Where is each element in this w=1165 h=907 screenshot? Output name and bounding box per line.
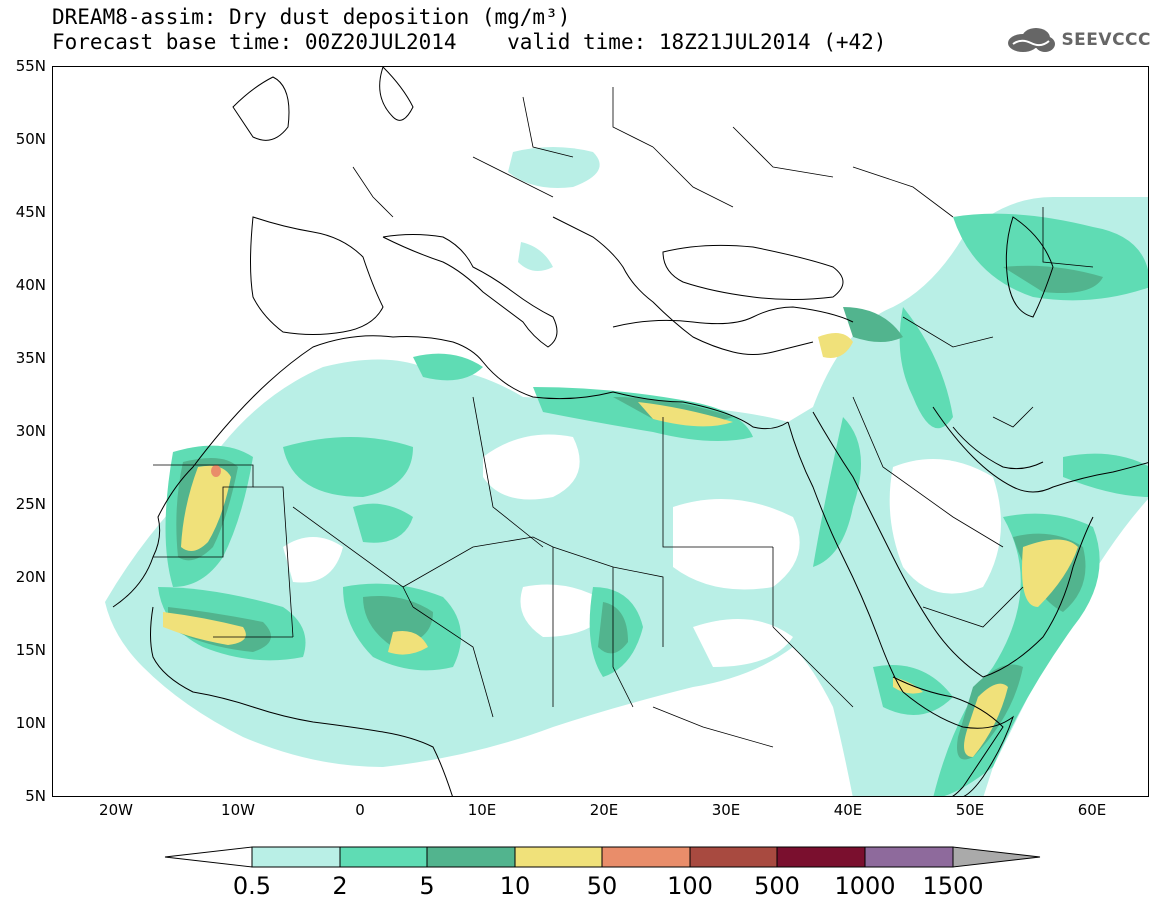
lon-label-40e: 40E — [833, 801, 863, 819]
colorbar — [164, 846, 1041, 868]
lat-label-20n: 20N — [15, 568, 46, 586]
colorbar-label-2: 2 — [332, 872, 348, 900]
lat-label-45n: 45N — [15, 203, 46, 221]
lon-label-20e: 20E — [589, 801, 619, 819]
colorbar-over-arrow — [952, 846, 1041, 868]
field-level-10 — [163, 333, 1078, 757]
lat-label-40n: 40N — [15, 276, 46, 294]
coastlines — [112, 67, 1148, 796]
cloud-icon — [1008, 28, 1056, 52]
colorbar-bin-500 — [776, 846, 866, 868]
lon-label-50e: 50E — [955, 801, 985, 819]
colorbar-bin-10 — [514, 846, 603, 868]
map-frame — [52, 66, 1149, 797]
lon-label-20w: 20W — [99, 801, 133, 819]
lat-label-50n: 50N — [15, 130, 46, 148]
colorbar-bin-5 — [426, 846, 516, 868]
lon-label-0: 0 — [355, 801, 365, 819]
lon-label-10e: 10E — [467, 801, 497, 819]
colorbar-bin-0.5 — [251, 846, 341, 868]
lat-label-30n: 30N — [15, 422, 46, 440]
lat-label-25n: 25N — [15, 495, 46, 513]
seevccc-logo: SEEVCCC — [1005, 24, 1151, 56]
colorbar-label-5: 5 — [419, 872, 435, 900]
field-gaps — [283, 434, 1001, 667]
colorbar-label-10: 10 — [499, 872, 531, 900]
borders — [153, 87, 1094, 748]
logo-text: SEEVCCC — [1061, 30, 1151, 50]
lon-label-10w: 10W — [221, 801, 255, 819]
colorbar-label-100: 100 — [667, 872, 713, 900]
colorbar-label-50: 50 — [586, 872, 618, 900]
colorbar-label-0.5: 0.5 — [232, 872, 272, 900]
lat-label-35n: 35N — [15, 349, 46, 367]
colorbar-bin-50 — [601, 846, 691, 868]
lon-label-30e: 30E — [711, 801, 741, 819]
chart-title: DREAM8-assim: Dry dust deposition (mg/m³… — [52, 5, 571, 29]
lon-label-60e: 60E — [1077, 801, 1107, 819]
lat-label-5n: 5N — [25, 787, 46, 805]
colorbar-bin-100 — [689, 846, 778, 868]
colorbar-bin-2 — [339, 846, 428, 868]
colorbar-bin-1000 — [864, 846, 954, 868]
lat-label-55n: 55N — [15, 57, 46, 75]
lat-label-10n: 10N — [15, 714, 46, 732]
lat-label-15n: 15N — [15, 641, 46, 659]
dust-deposition-map — [105, 67, 1148, 796]
colorbar-label-1500: 1500 — [922, 872, 984, 900]
forecast-time-line: Forecast base time: 00Z20JUL2014 valid t… — [52, 30, 887, 54]
colorbar-label-500: 500 — [754, 872, 800, 900]
colorbar-label-1000: 1000 — [834, 872, 896, 900]
colorbar-under-arrow — [164, 846, 253, 868]
field-level-50 — [211, 465, 221, 477]
